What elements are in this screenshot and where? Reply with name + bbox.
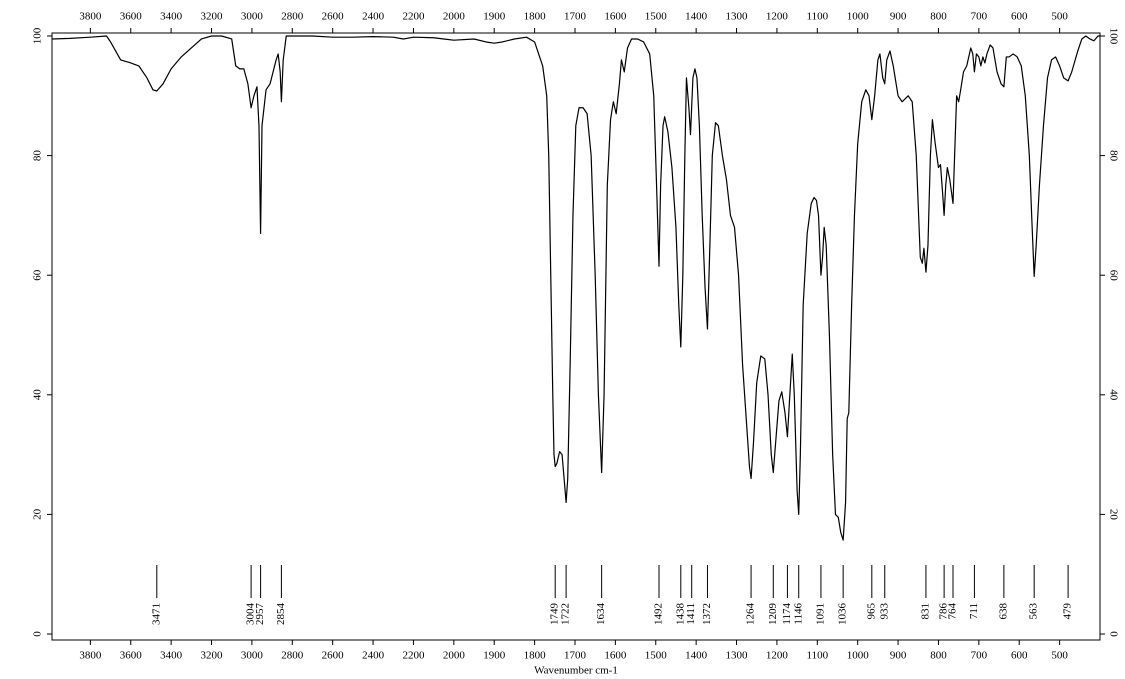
x-tick-label-top: 2200 — [402, 11, 425, 23]
x-tick-label-bottom: 600 — [1011, 650, 1028, 662]
peak-label: 1174 — [781, 603, 793, 625]
peak-label: 711 — [968, 603, 980, 619]
x-tick-label-bottom: 2800 — [281, 650, 304, 662]
x-tick-label-top: 600 — [1011, 11, 1028, 23]
x-tick-label-bottom: 1300 — [726, 650, 749, 662]
x-tick-label-bottom: 1000 — [847, 650, 870, 662]
peak-label: 1372 — [701, 603, 713, 625]
y-tick-label-right: 40 — [1107, 389, 1119, 401]
y-tick-label-right: 80 — [1107, 150, 1119, 162]
peak-label: 1091 — [814, 603, 826, 625]
peak-label: 1634 — [595, 603, 607, 626]
x-tick-label-top: 2000 — [443, 11, 466, 23]
x-tick-label-bottom: 900 — [890, 650, 907, 662]
x-tick-label-bottom: 1600 — [604, 650, 627, 662]
peak-label: 1209 — [767, 603, 779, 626]
peak-label: 933 — [878, 603, 890, 620]
peak-label: 1264 — [745, 603, 757, 626]
x-tick-label-top: 2400 — [362, 11, 385, 23]
x-tick-label-bottom: 700 — [971, 650, 988, 662]
x-tick-label-top: 3600 — [120, 11, 143, 23]
x-tick-label-bottom: 1900 — [483, 650, 506, 662]
x-tick-label-bottom: 3400 — [160, 650, 183, 662]
x-tick-label-top: 1600 — [604, 11, 627, 23]
x-tick-label-top: 1000 — [847, 11, 870, 23]
peak-label: 479 — [1062, 603, 1074, 620]
x-tick-label-top: 1100 — [807, 11, 829, 23]
x-tick-label-top: 3200 — [201, 11, 224, 23]
x-tick-label-bottom: 1800 — [524, 650, 547, 662]
x-tick-label-top: 3000 — [241, 11, 264, 23]
peak-label: 965 — [865, 603, 877, 620]
peak-label: 638 — [997, 603, 1009, 620]
plot-frame — [51, 32, 1101, 641]
x-tick-label-top: 3800 — [79, 11, 102, 23]
y-tick-label-left: 40 — [32, 389, 44, 401]
x-tick-label-bottom: 3800 — [79, 650, 102, 662]
x-tick-label-bottom: 2600 — [322, 650, 345, 662]
x-tick-label-bottom: 1400 — [685, 650, 708, 662]
y-tick-label-right: 100 — [1107, 28, 1119, 45]
peak-label: 563 — [1028, 603, 1040, 620]
peak-label: 3471 — [150, 603, 162, 625]
spectrum-line — [51, 35, 1100, 541]
peak-label: 1146 — [792, 603, 804, 625]
x-tick-label-bottom: 3200 — [201, 650, 224, 662]
x-tick-label-top: 500 — [1051, 11, 1068, 23]
x-tick-label-bottom: 1500 — [645, 650, 668, 662]
peak-label: 1749 — [549, 603, 561, 626]
x-tick-label-bottom: 1100 — [807, 650, 829, 662]
x-tick-label-top: 2800 — [281, 11, 304, 23]
peak-label: 1411 — [685, 603, 697, 625]
y-tick-label-left: 0 — [32, 631, 44, 637]
x-tick-label-top: 1900 — [483, 11, 506, 23]
x-tick-label-bottom: 3600 — [120, 650, 143, 662]
peak-label: 764 — [947, 603, 959, 620]
peak-label: 2854 — [275, 603, 287, 626]
y-tick-label-left: 60 — [32, 269, 44, 281]
y-tick-label-right: 60 — [1107, 270, 1119, 282]
x-tick-label-bottom: 2400 — [362, 650, 385, 662]
x-tick-label-top: 2600 — [322, 11, 345, 23]
x-tick-label-top: 1500 — [645, 11, 668, 23]
x-tick-label-top: 3400 — [160, 11, 183, 23]
y-tick-label-right: 0 — [1107, 631, 1119, 637]
x-tick-label-top: 1300 — [726, 11, 749, 23]
peak-label: 1438 — [674, 603, 686, 626]
y-tick-label-left: 100 — [32, 27, 44, 44]
x-tick-label-top: 1800 — [524, 11, 547, 23]
peak-label: 831 — [919, 603, 931, 620]
x-tick-label-bottom: 2200 — [402, 650, 425, 662]
x-tick-label-bottom: 1700 — [564, 650, 587, 662]
x-tick-label-top: 900 — [890, 11, 907, 23]
x-tick-label-top: 1200 — [766, 11, 789, 23]
x-tick-label-top: 800 — [930, 11, 947, 23]
x-tick-label-bottom: 800 — [930, 650, 947, 662]
peak-label: 1722 — [560, 603, 572, 625]
y-tick-label-left: 80 — [32, 150, 44, 162]
peak-label: 3004 — [245, 603, 257, 626]
x-tick-label-top: 1700 — [564, 11, 587, 23]
x-tick-label-bottom: 1200 — [766, 650, 789, 662]
y-tick-label-right: 20 — [1107, 509, 1119, 521]
peak-label: 1036 — [837, 603, 849, 626]
peak-label: 1492 — [653, 603, 665, 625]
peak-label: 786 — [938, 603, 950, 620]
y-tick-label-left: 20 — [32, 508, 44, 520]
x-tick-label-bottom: 3000 — [241, 650, 264, 662]
x-tick-label-top: 700 — [971, 11, 988, 23]
x-axis-label: Wavenumber cm-1 — [534, 665, 618, 677]
x-tick-label-bottom: 2000 — [443, 650, 466, 662]
peak-label: 2957 — [254, 603, 266, 626]
x-tick-label-top: 1400 — [685, 11, 708, 23]
x-tick-label-bottom: 500 — [1051, 650, 1068, 662]
